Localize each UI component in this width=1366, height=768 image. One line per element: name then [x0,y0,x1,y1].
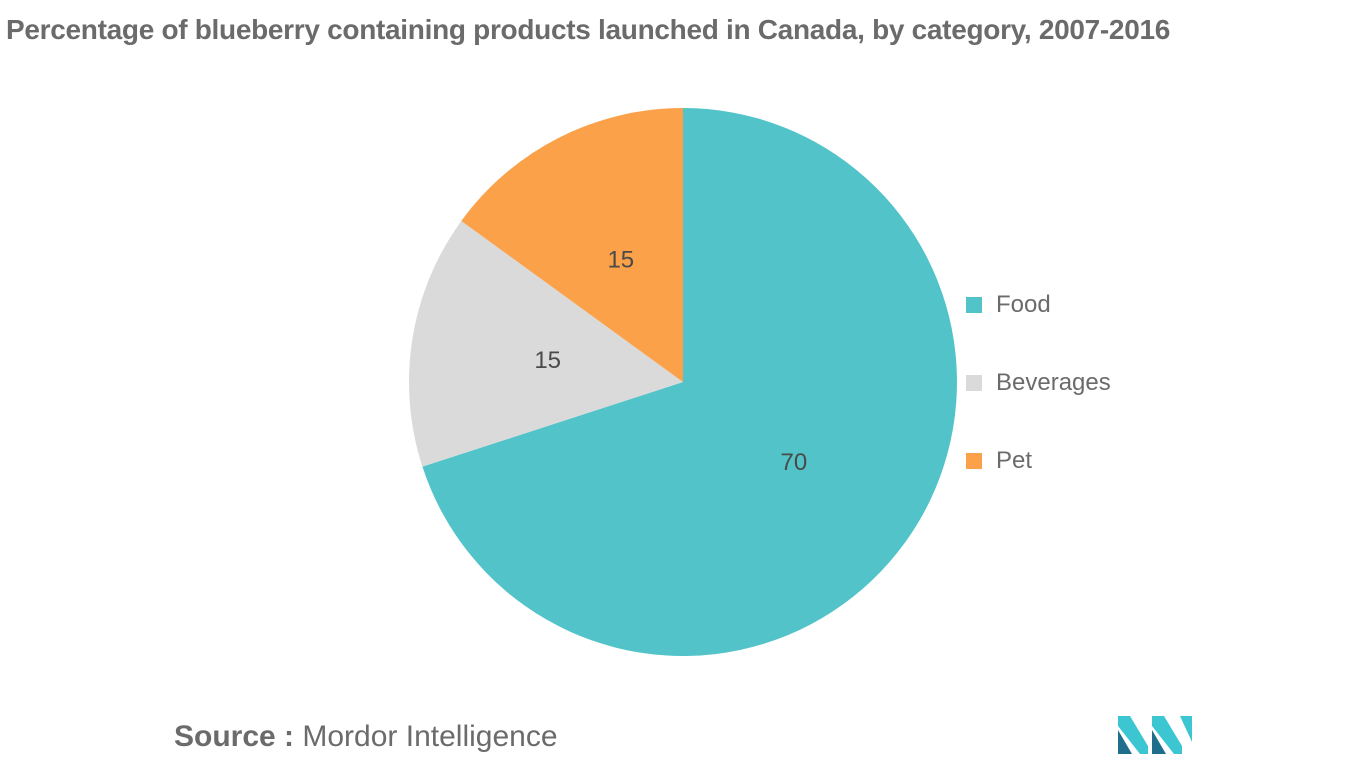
legend-swatch-pet [966,453,982,469]
legend-item-beverages: Beverages [966,364,1111,402]
pie-slice-food [422,108,957,657]
pie-slices [409,108,957,657]
chart-title: Percentage of blueberry containing produ… [6,14,1171,45]
data-label-food: 70 [780,449,807,476]
source-text: Mordor Intelligence [302,720,558,753]
chart-legend: Food Beverages Pet [966,286,1111,520]
pie-slice-beverages [409,220,683,467]
legend-item-pet: Pet [966,442,1111,480]
pie-data-labels: 70 15 15 [534,246,807,476]
data-label-beverages: 15 [534,347,561,374]
legend-label-food: Food [996,291,1051,318]
mordor-intelligence-logo-icon [1118,716,1192,754]
data-label-pet: 15 [607,246,634,273]
source-prefix: Source : [174,720,295,753]
legend-swatch-beverages [966,375,982,391]
source-note: Source : Mordor Intelligence [174,720,558,754]
legend-label-beverages: Beverages [996,369,1111,396]
legend-label-pet: Pet [996,447,1033,474]
pie-slice-pet [461,108,683,382]
legend-swatch-food [966,297,982,313]
legend-item-food: Food [966,286,1111,324]
